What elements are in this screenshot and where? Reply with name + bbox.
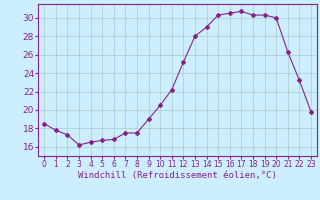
X-axis label: Windchill (Refroidissement éolien,°C): Windchill (Refroidissement éolien,°C) <box>78 171 277 180</box>
